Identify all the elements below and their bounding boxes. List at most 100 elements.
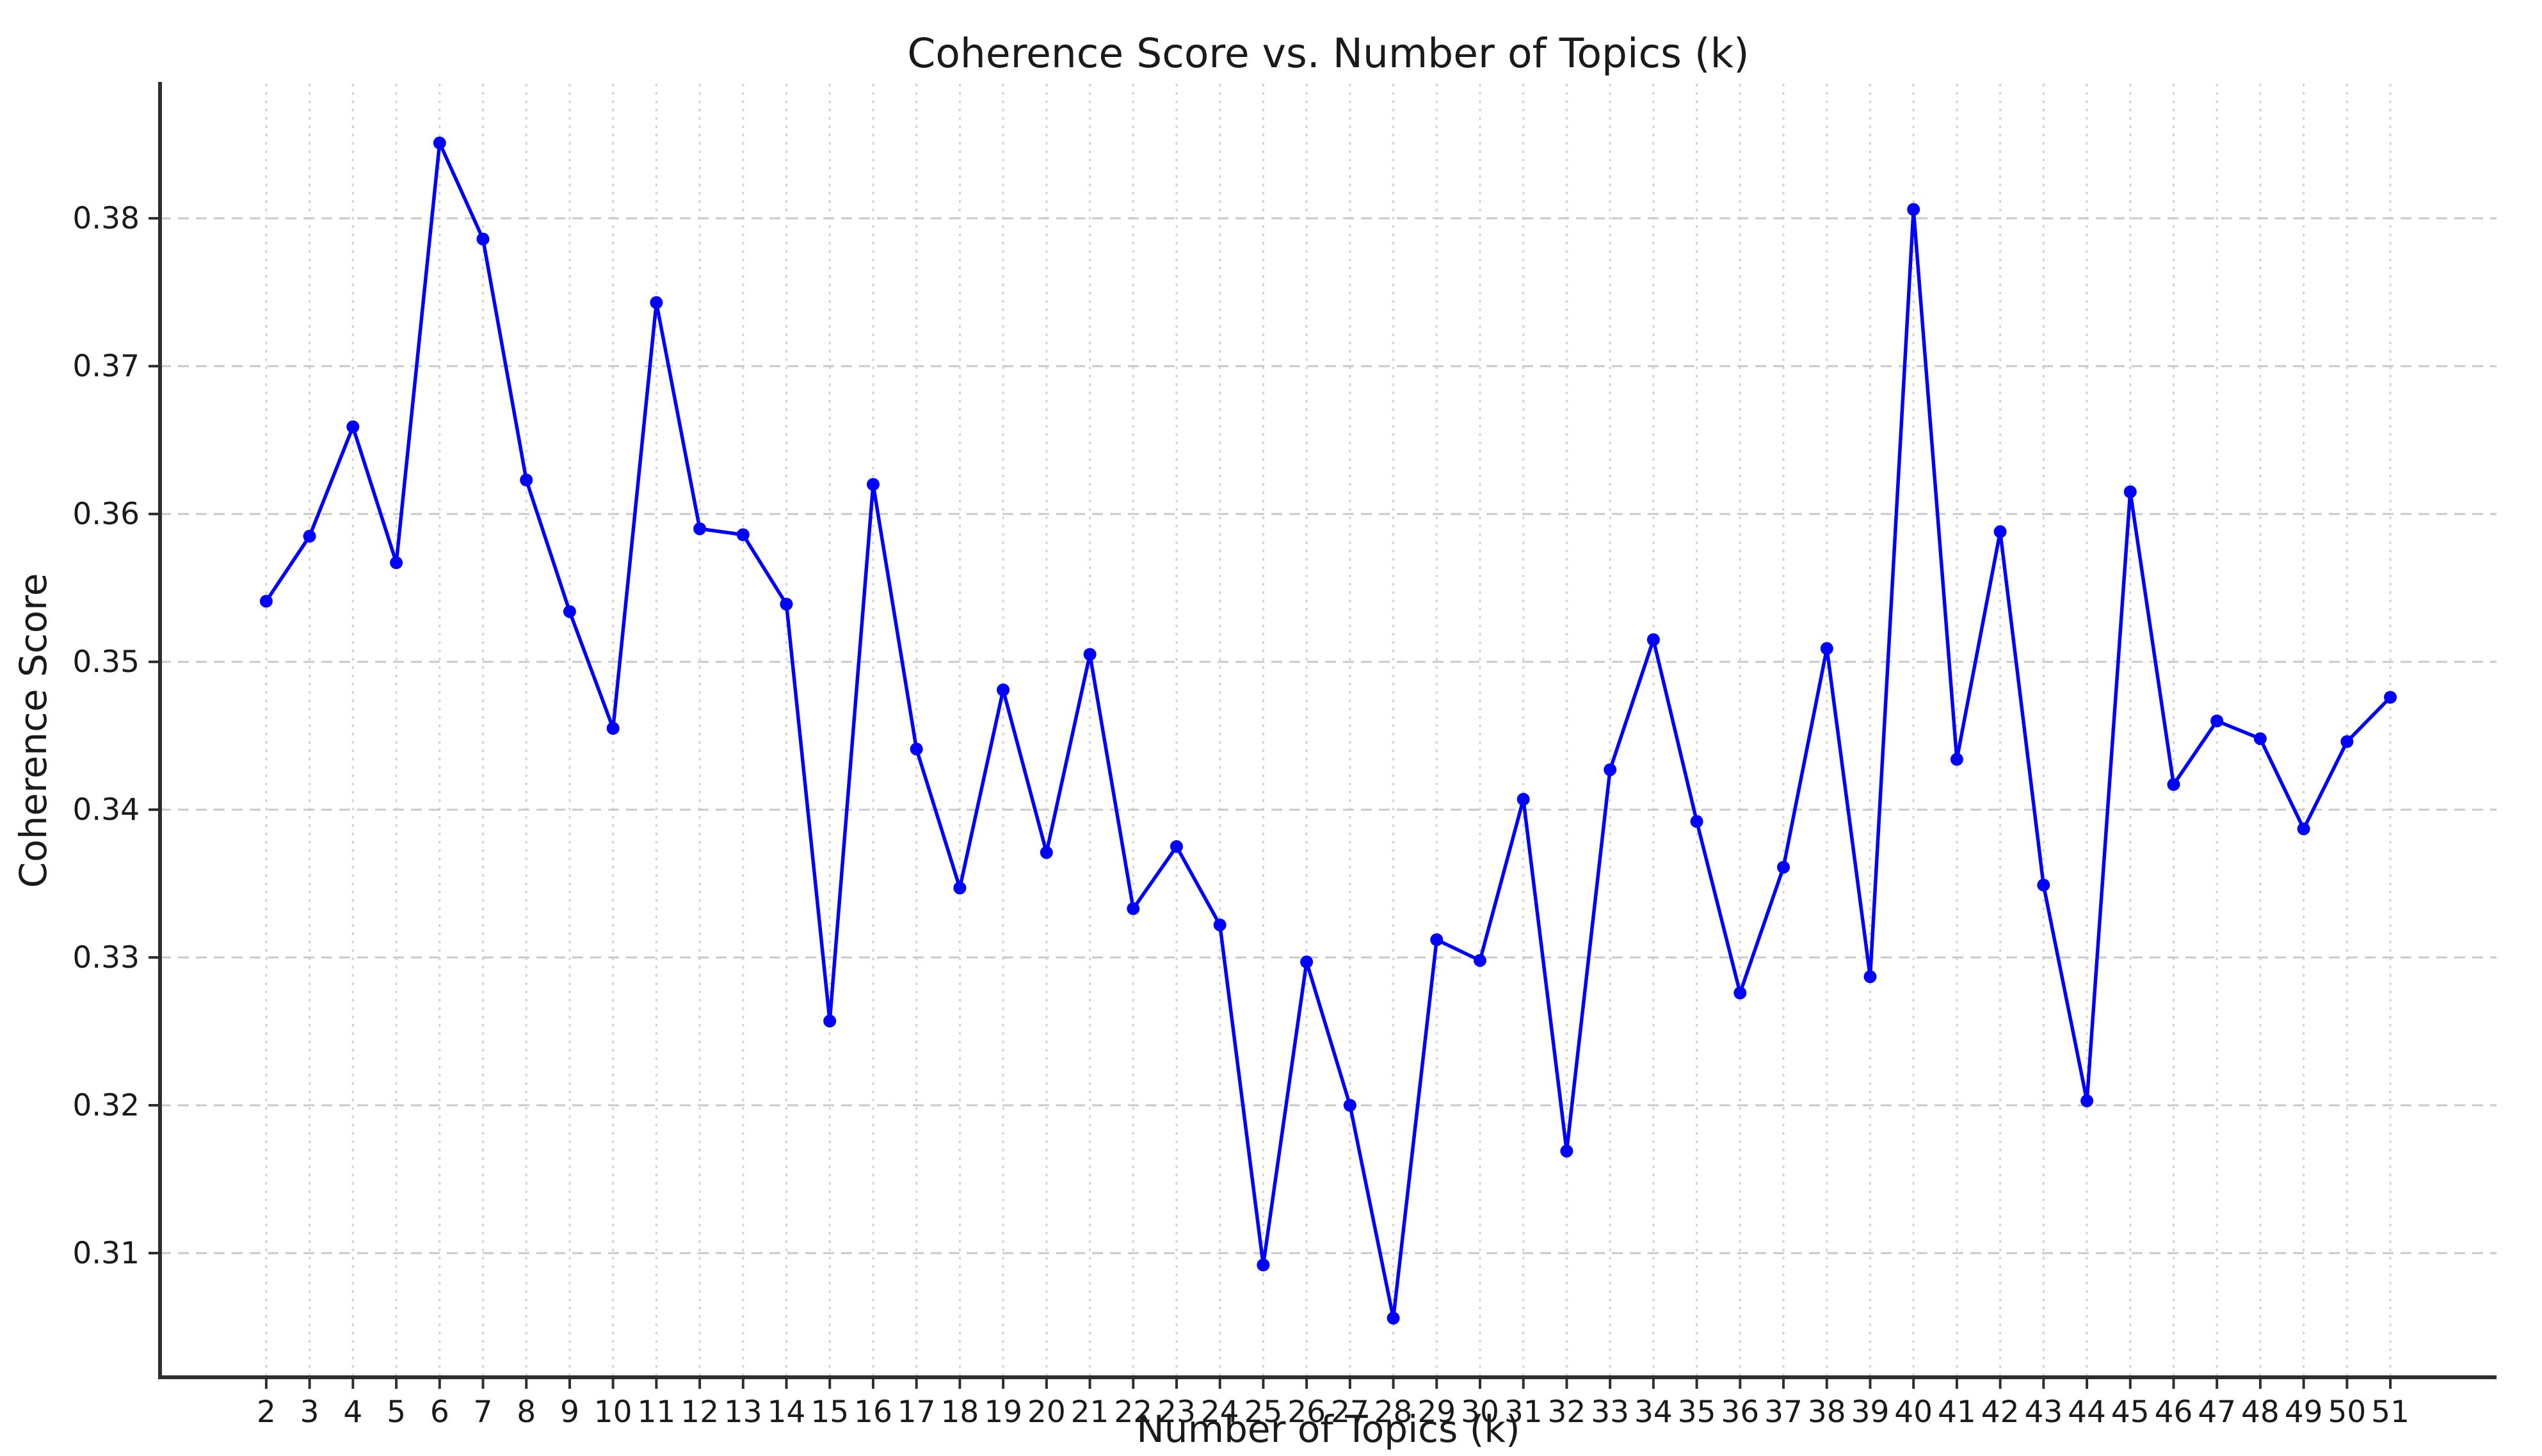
data-point-marker (2297, 822, 2310, 836)
y-tick-label: 0.31 (72, 1236, 140, 1271)
data-point-marker (1300, 956, 1314, 968)
data-point-marker (2340, 735, 2354, 748)
data-point-marker (910, 742, 923, 756)
data-point-marker (1040, 846, 1053, 860)
data-point-marker (1343, 1099, 1356, 1112)
data-point-marker (1777, 861, 1790, 874)
x-tick-label: 15 (810, 1395, 849, 1430)
data-point-marker (1560, 1144, 1573, 1158)
x-tick-label: 38 (1808, 1395, 1846, 1430)
data-point-marker (823, 1014, 837, 1028)
data-point-marker (1083, 648, 1097, 661)
x-tick-label: 36 (1721, 1395, 1759, 1430)
x-tick-label: 35 (1678, 1395, 1716, 1430)
data-point-marker (780, 598, 793, 611)
y-tick-label: 0.38 (72, 201, 140, 236)
data-point-marker (1907, 203, 1920, 216)
data-point-marker (563, 605, 576, 618)
data-point-marker (1127, 902, 1140, 915)
y-tick-label: 0.36 (72, 497, 140, 532)
x-tick-label: 2 (257, 1395, 276, 1430)
x-tick-label: 27 (1331, 1395, 1369, 1430)
x-tick-label: 34 (1634, 1395, 1673, 1430)
x-tick-label: 8 (517, 1395, 536, 1430)
y-tick-label: 0.34 (72, 792, 140, 828)
data-point-marker (476, 232, 490, 246)
data-point-marker (346, 420, 360, 433)
data-point-marker (433, 136, 446, 150)
data-point-marker (650, 296, 663, 309)
x-tick-label: 11 (637, 1395, 675, 1430)
line-series (259, 136, 2397, 1325)
x-tick-label: 22 (1114, 1395, 1152, 1430)
x-tick-label: 39 (1851, 1395, 1890, 1430)
data-point-marker (1863, 970, 1877, 984)
data-point-marker (1257, 1258, 1270, 1272)
data-point-marker (2253, 732, 2267, 746)
x-tick-label: 18 (940, 1395, 979, 1430)
data-point-marker (953, 881, 967, 895)
x-tick-label: 49 (2285, 1395, 2323, 1430)
x-tick-label: 3 (300, 1395, 319, 1430)
x-tick-label: 37 (1764, 1395, 1803, 1430)
data-point-marker (1170, 840, 1183, 853)
x-tick-label: 31 (1504, 1395, 1543, 1430)
data-point-marker (1516, 792, 1530, 806)
x-tick-label: 17 (897, 1395, 936, 1430)
x-tick-label: 29 (1417, 1395, 1456, 1430)
x-tick-label: 21 (1071, 1395, 1109, 1430)
axes (149, 82, 2497, 1389)
y-axis-label: Coherence Score (12, 573, 55, 888)
x-tick-label: 43 (2024, 1395, 2063, 1430)
data-point-marker (736, 528, 750, 541)
x-tick-label: 45 (2111, 1395, 2150, 1430)
x-tick-label: 48 (2241, 1395, 2280, 1430)
gridlines (160, 84, 2497, 1377)
x-axis-label: Number of Topics (k) (1136, 1407, 1520, 1451)
chart-title: Coherence Score vs. Number of Topics (k) (907, 30, 1749, 77)
x-tick-label: 42 (1981, 1395, 2020, 1430)
data-point-marker (259, 595, 273, 608)
data-point-marker (303, 529, 316, 543)
x-tick-label: 33 (1591, 1395, 1629, 1430)
data-point-marker (1387, 1311, 1400, 1325)
y-tick-label: 0.33 (72, 940, 140, 975)
data-point-marker (867, 477, 880, 491)
data-point-marker (1213, 918, 1227, 932)
data-point-marker (997, 684, 1010, 696)
y-tick-label: 0.32 (72, 1088, 140, 1123)
x-tick-label: 51 (2371, 1395, 2409, 1430)
x-tick-label: 16 (854, 1395, 892, 1430)
x-tick-label: 50 (2328, 1395, 2366, 1430)
x-tick-label: 44 (2068, 1395, 2106, 1430)
x-tick-label: 24 (1201, 1395, 1239, 1430)
x-tick-label: 40 (1894, 1395, 1933, 1430)
tick-labels: 0.310.320.330.340.350.360.370.382 3 4 5 6 7 8 9… (72, 201, 2409, 1430)
x-tick-label: 20 (1027, 1395, 1066, 1430)
x-tick-label: 13 (724, 1395, 762, 1430)
data-point-marker (2167, 778, 2180, 791)
x-tick-label: 14 (768, 1395, 806, 1430)
x-tick-label: 7 (474, 1395, 493, 1430)
data-point-marker (520, 474, 533, 486)
data-point-marker (1734, 986, 1747, 1000)
data-point-marker (2384, 691, 2397, 704)
data-point-marker (1604, 763, 1617, 776)
data-point-marker (2037, 878, 2050, 892)
x-tick-label: 41 (1938, 1395, 1976, 1430)
x-tick-label: 46 (2155, 1395, 2193, 1430)
data-point-marker (2080, 1094, 2094, 1108)
x-tick-label: 26 (1287, 1395, 1326, 1430)
x-tick-label: 28 (1374, 1395, 1413, 1430)
data-point-marker (2210, 714, 2224, 728)
x-tick-label: 12 (680, 1395, 719, 1430)
data-point-marker (1430, 933, 1444, 947)
y-tick-label: 0.35 (72, 644, 140, 680)
data-point-marker (1690, 815, 1703, 828)
x-tick-label: 25 (1244, 1395, 1283, 1430)
x-tick-label: 30 (1461, 1395, 1499, 1430)
x-tick-label: 10 (594, 1395, 632, 1430)
data-point-marker (606, 722, 620, 735)
y-tick-label: 0.37 (72, 349, 140, 384)
